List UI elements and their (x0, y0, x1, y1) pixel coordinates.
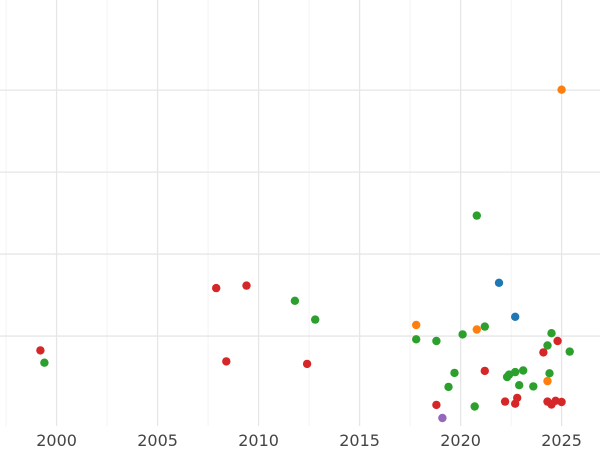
data-point (412, 335, 421, 344)
data-point (500, 397, 510, 406)
data-point (432, 336, 441, 346)
data-point (511, 312, 520, 321)
x-tick-label: 2025 (541, 431, 582, 450)
x-tick-label: 2015 (339, 431, 380, 450)
data-point (222, 357, 231, 366)
data-point (543, 341, 552, 350)
data-point (543, 376, 552, 386)
data-point (290, 296, 300, 305)
data-point (557, 85, 566, 94)
x-tick-label: 2005 (137, 431, 178, 450)
data-point (438, 413, 447, 423)
x-tick-label: 2010 (238, 431, 279, 450)
x-tick-label: 2000 (36, 431, 77, 450)
data-point (511, 367, 520, 377)
data-point (212, 283, 221, 293)
data-point (494, 278, 504, 287)
data-point (242, 281, 251, 290)
data-point (513, 393, 522, 403)
data-point (311, 315, 320, 324)
data-point (553, 336, 562, 346)
data-point (547, 329, 556, 338)
data-point (40, 358, 49, 367)
gridlines (0, 0, 600, 426)
data-point (480, 322, 489, 331)
data-point (302, 359, 312, 369)
x-tick-label: 2020 (440, 431, 481, 450)
data-point (472, 325, 481, 334)
data-point (519, 366, 528, 375)
data-point (545, 369, 554, 378)
data-point (480, 366, 489, 376)
x-axis-tick-labels: 2000 2005 2010 2015 2020 2025 (36, 431, 582, 450)
data-point (529, 382, 538, 391)
data-point (444, 382, 453, 392)
data-point (458, 330, 467, 339)
data-point (515, 381, 524, 390)
data-points (36, 85, 574, 423)
data-point (36, 346, 45, 355)
data-point (432, 400, 441, 410)
data-point (450, 368, 459, 378)
data-point (472, 211, 481, 220)
data-point (565, 347, 574, 356)
data-point (412, 320, 421, 330)
data-point (539, 348, 548, 357)
data-point (557, 397, 566, 407)
data-point (470, 402, 479, 411)
